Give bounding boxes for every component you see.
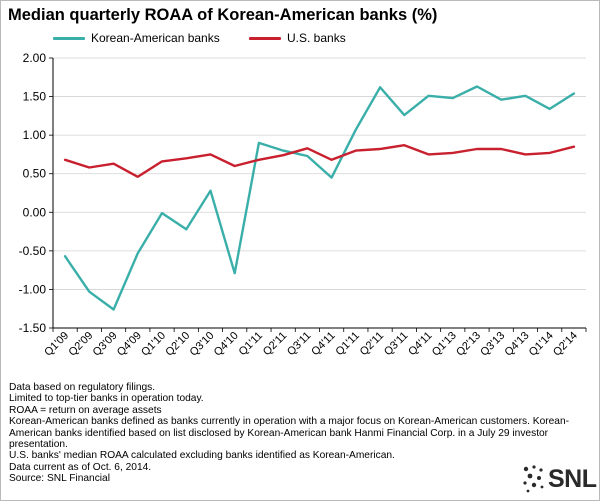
legend-label-korean-american: Korean-American banks bbox=[91, 31, 220, 45]
x-tick-label: Q1'11 bbox=[237, 330, 265, 358]
x-tick-label: Q2'10 bbox=[163, 330, 192, 359]
y-tick-label: -0.50 bbox=[19, 244, 47, 258]
series-lines bbox=[63, 85, 576, 311]
x-tick-label: Q4'09 bbox=[115, 330, 144, 359]
x-tick-label: Q2'14 bbox=[551, 330, 580, 359]
x-tick-label: Q1'09 bbox=[42, 330, 71, 359]
y-tick-label: 2.00 bbox=[23, 51, 47, 65]
snl-logo: SNL bbox=[521, 464, 597, 496]
x-tick-label: Q4'10 bbox=[212, 330, 241, 359]
footnote-line: Data based on regulatory filings. bbox=[9, 382, 156, 393]
x-tick-label: Q4'11 bbox=[309, 330, 337, 358]
x-tick-label: Q1'10 bbox=[139, 330, 168, 359]
x-tick-labels: Q1'09Q2'09Q3'09Q4'09Q1'10Q2'10Q3'10Q4'10… bbox=[42, 330, 580, 359]
snl-dots-icon bbox=[523, 465, 544, 493]
axes bbox=[49, 57, 587, 332]
x-tick-label: Q2'13 bbox=[454, 330, 483, 359]
snl-logo-text: SNL bbox=[548, 465, 597, 493]
x-tick-label: Q1'13 bbox=[430, 330, 459, 359]
x-tick-label: Q1'11 bbox=[334, 330, 362, 358]
chart-title: Median quarterly ROAA of Korean-American… bbox=[8, 6, 438, 24]
x-tick-label: Q2'11 bbox=[358, 330, 386, 358]
y-tick-label: 1.50 bbox=[23, 90, 47, 104]
y-tick-label: 0.00 bbox=[23, 205, 47, 219]
legend-item-us-banks: U.S. banks bbox=[249, 31, 346, 45]
series-line-korean-american bbox=[63, 85, 576, 311]
y-tick-label: 1.00 bbox=[23, 128, 47, 142]
y-tick-label: 0.50 bbox=[23, 167, 47, 181]
legend-swatch-us-banks bbox=[249, 36, 281, 40]
x-tick-label: Q4'13 bbox=[503, 330, 532, 359]
x-tick-label: Q3'11 bbox=[382, 330, 410, 358]
footnote-line: Limited to top-tier banks in operation t… bbox=[9, 393, 204, 405]
x-tick-label: Q3'11 bbox=[285, 330, 313, 358]
x-tick-label: Q4'11 bbox=[406, 330, 434, 358]
x-tick-label: Q2'11 bbox=[261, 330, 289, 358]
x-tick-label: Q3'09 bbox=[91, 330, 120, 359]
footnote-line: U.S. banks' median ROAA calculated exclu… bbox=[9, 450, 395, 462]
x-tick-label: Q2'09 bbox=[66, 330, 95, 359]
x-tick-label: Q3'13 bbox=[478, 330, 507, 359]
y-tick-label: -1.00 bbox=[19, 282, 47, 296]
series-line-us-banks bbox=[63, 143, 576, 179]
y-tick-label: -1.50 bbox=[19, 321, 47, 335]
footnote-line: ROAA = return on average assets bbox=[9, 404, 162, 416]
legend-swatch-korean-american bbox=[53, 36, 85, 40]
line-chart: 2.00 1.50 1.00 0.50 0.00 -0.50 -1.00 -1.50 Q1'0… bbox=[19, 51, 587, 359]
footnote-line: Source: SNL Financial bbox=[9, 473, 110, 485]
y-tick-labels: 2.00 1.50 1.00 0.50 0.00 -0.50 -1.00 -1.50 bbox=[19, 51, 47, 335]
footnote-line: Korean-American banks defined as banks c… bbox=[9, 416, 570, 451]
footnotes: Data based on regulatory filings. Limite… bbox=[9, 382, 589, 485]
footnote-line: Data current as of Oct. 6, 2014. bbox=[9, 461, 152, 473]
legend-label-us-banks: U.S. banks bbox=[287, 31, 346, 45]
x-tick-label: Q1'14 bbox=[527, 330, 556, 359]
legend-item-korean-american: Korean-American banks bbox=[53, 31, 220, 45]
x-tick-label: Q3'10 bbox=[188, 330, 217, 359]
